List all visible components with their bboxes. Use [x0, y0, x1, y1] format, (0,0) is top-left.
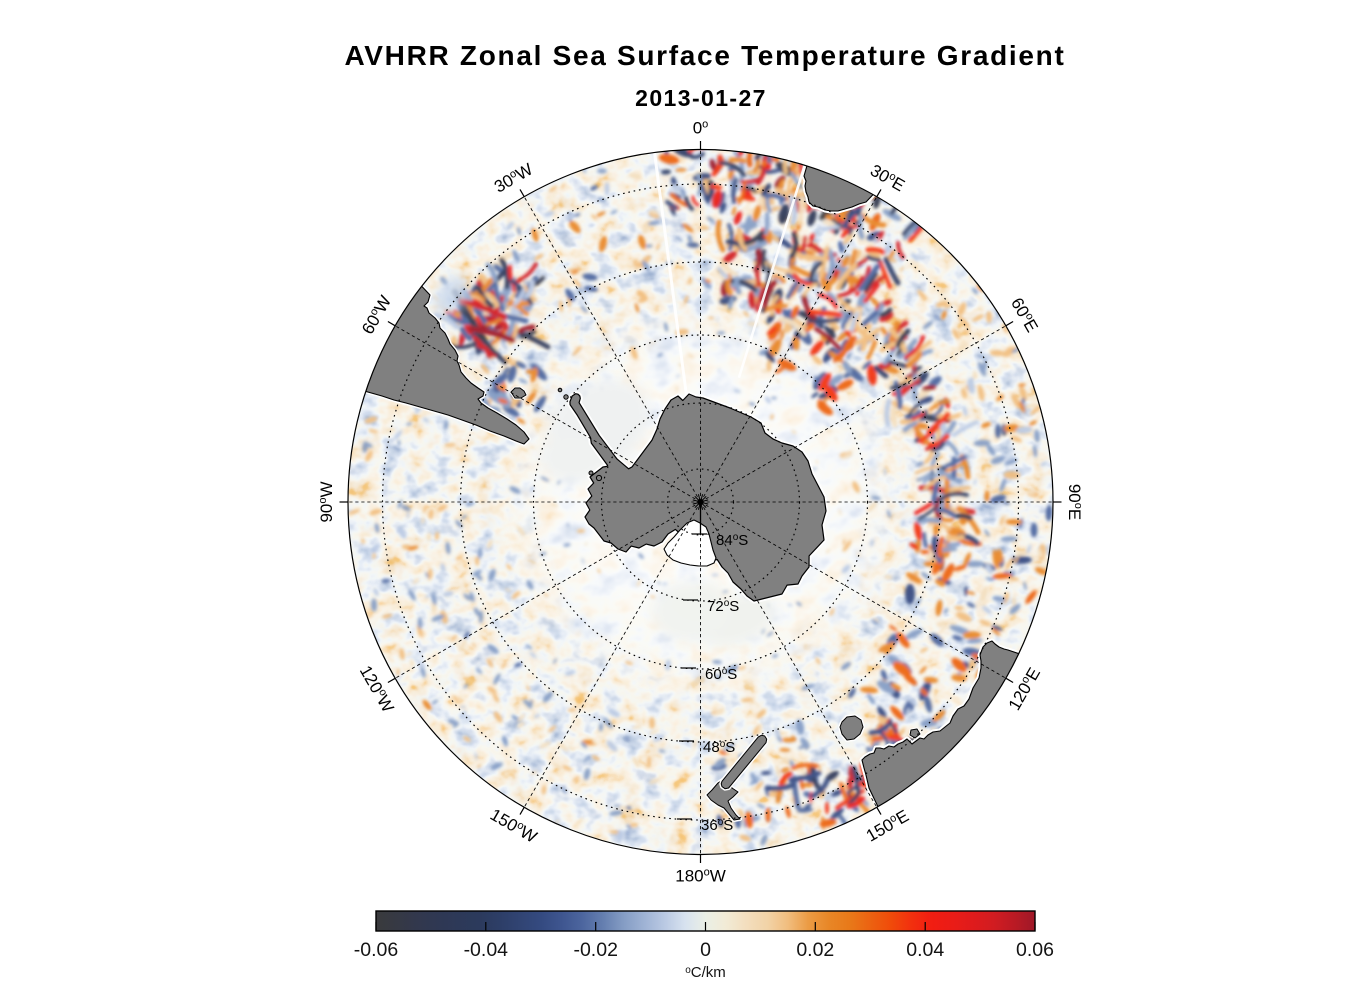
svg-text:72oS: 72oS: [707, 598, 739, 615]
svg-text:0.04: 0.04: [906, 939, 944, 961]
svg-text:0.06: 0.06: [1016, 939, 1054, 961]
svg-text:84oS: 84oS: [716, 532, 748, 549]
svg-text:90oE: 90oE: [1065, 484, 1084, 520]
svg-text:AVHRR Zonal Sea Surface Temper: AVHRR Zonal Sea Surface Temperature Grad…: [344, 40, 1065, 71]
svg-text:2013-01-27: 2013-01-27: [635, 85, 767, 111]
svg-text:-0.02: -0.02: [573, 939, 617, 961]
svg-text:90oW: 90oW: [317, 481, 336, 522]
svg-text:-0.06: -0.06: [354, 939, 398, 961]
svg-text:0.02: 0.02: [796, 939, 834, 961]
svg-text:48oS: 48oS: [703, 739, 735, 756]
svg-text:180oW: 180oW: [675, 867, 726, 886]
svg-text:oC/km: oC/km: [685, 964, 726, 981]
svg-text:-0.04: -0.04: [464, 939, 509, 961]
svg-text:60oS: 60oS: [705, 666, 737, 683]
svg-text:0: 0: [700, 939, 711, 961]
svg-text:36oS: 36oS: [701, 817, 733, 834]
